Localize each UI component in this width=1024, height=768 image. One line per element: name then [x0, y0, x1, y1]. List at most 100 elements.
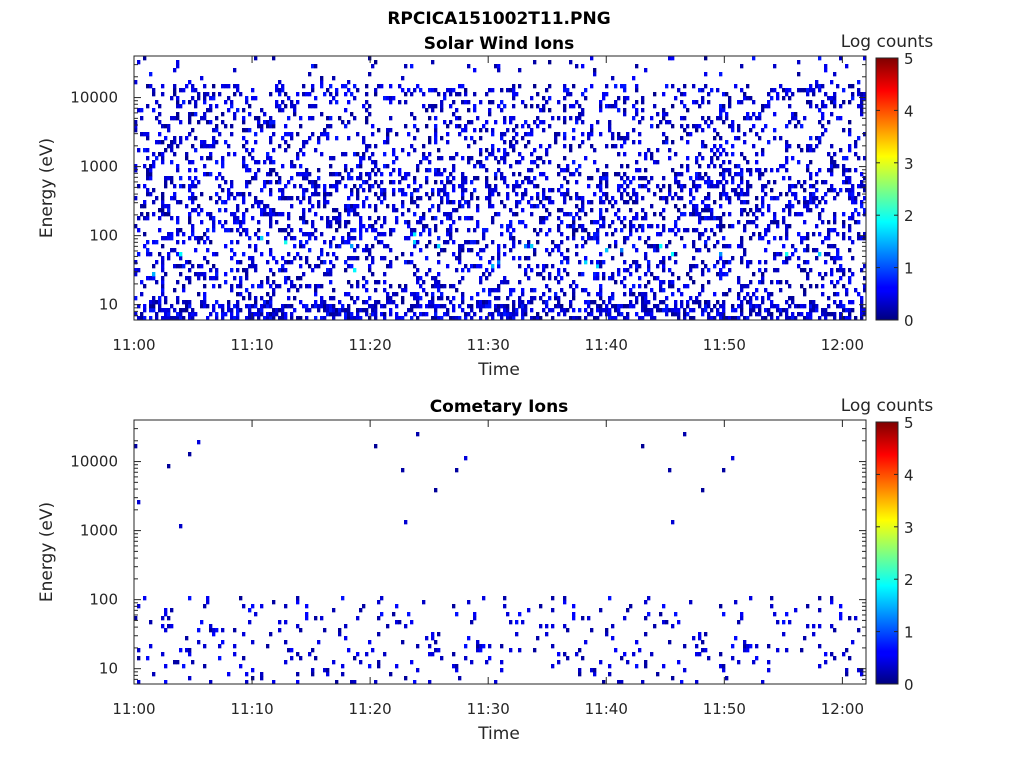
heatmap-cells	[134, 56, 867, 321]
heatmap-cell	[602, 300, 606, 305]
heatmap-cell	[278, 104, 282, 109]
heatmap-cell	[428, 136, 432, 141]
heatmap-cell	[527, 124, 531, 129]
heatmap-cell	[236, 192, 240, 197]
heatmap-cell	[656, 308, 660, 313]
heatmap-cell	[827, 96, 831, 101]
heatmap-cell	[740, 256, 744, 261]
heatmap-cell	[524, 272, 528, 277]
heatmap-cell	[737, 136, 741, 141]
heatmap-cell	[857, 136, 861, 141]
heatmap-cell	[602, 200, 606, 205]
heatmap-cell	[602, 220, 606, 225]
heatmap-cell	[644, 184, 648, 189]
heatmap-cell	[746, 84, 750, 89]
heatmap-cell	[170, 140, 174, 145]
heatmap-cell	[455, 152, 459, 157]
heatmap-cell	[404, 284, 408, 289]
heatmap-cell	[524, 244, 528, 249]
heatmap-cell	[707, 116, 711, 121]
heatmap-cell	[158, 252, 162, 257]
heatmap-cell	[344, 260, 348, 265]
heatmap-cell	[134, 296, 138, 301]
heatmap-cell	[683, 284, 687, 289]
heatmap-cell	[662, 216, 666, 221]
heatmap-cell	[833, 292, 837, 297]
heatmap-cell	[290, 104, 294, 109]
heatmap-cell	[809, 88, 813, 93]
heatmap-cell	[590, 132, 594, 137]
heatmap-cell	[638, 264, 642, 269]
heatmap-cell	[401, 296, 405, 301]
heatmap-cell	[737, 620, 741, 625]
heatmap-cell	[410, 308, 414, 313]
heatmap-cell	[761, 300, 765, 305]
heatmap-cell	[455, 612, 459, 617]
heatmap-cell	[635, 196, 639, 201]
heatmap-cell	[134, 444, 138, 449]
heatmap-cell	[221, 628, 225, 633]
heatmap-cell	[551, 116, 555, 121]
heatmap-cell	[467, 200, 471, 205]
heatmap-cell	[611, 316, 615, 321]
heatmap-cell	[455, 664, 459, 669]
heatmap-cell	[584, 96, 588, 101]
heatmap-cell	[821, 132, 825, 137]
heatmap-cell	[683, 104, 687, 109]
heatmap-cell	[368, 172, 372, 177]
heatmap-cell	[803, 200, 807, 205]
heatmap-cell	[176, 240, 180, 245]
heatmap-cell	[770, 604, 774, 609]
heatmap-cell	[437, 236, 441, 241]
heatmap-cell	[761, 272, 765, 277]
heatmap-cell	[701, 200, 705, 205]
heatmap-cell	[548, 196, 552, 201]
heatmap-cell	[233, 276, 237, 281]
heatmap-cell	[581, 208, 585, 213]
heatmap-cell	[302, 188, 306, 193]
colorbar-tick-label: 3	[904, 155, 914, 173]
heatmap-cell	[851, 212, 855, 217]
heatmap-cell	[806, 276, 810, 281]
heatmap-cell	[395, 132, 399, 137]
heatmap-cell	[575, 192, 579, 197]
heatmap-cell	[146, 84, 150, 89]
heatmap-cell	[473, 140, 477, 145]
heatmap-cell	[638, 648, 642, 653]
heatmap-cell	[452, 220, 456, 225]
heatmap-cell	[509, 120, 513, 125]
heatmap-cell	[689, 212, 693, 217]
heatmap-cell	[707, 268, 711, 273]
heatmap-cell	[215, 124, 219, 129]
heatmap-cell	[536, 116, 540, 121]
heatmap-cell	[800, 648, 804, 653]
heatmap-cell	[320, 252, 324, 257]
heatmap-cell	[302, 84, 306, 89]
heatmap-cell	[350, 680, 354, 685]
heatmap-cell	[617, 108, 621, 113]
heatmap-cell	[722, 244, 726, 249]
heatmap-cell	[776, 252, 780, 257]
heatmap-cell	[545, 248, 549, 253]
heatmap-cell	[497, 248, 501, 253]
heatmap-cell	[236, 260, 240, 265]
heatmap-cell	[779, 84, 783, 89]
heatmap-cell	[821, 312, 825, 317]
heatmap-cell	[320, 152, 324, 157]
heatmap-cell	[218, 132, 222, 137]
heatmap-cell	[833, 656, 837, 661]
heatmap-cell	[539, 144, 543, 149]
heatmap-cell	[257, 228, 261, 233]
heatmap-cell	[620, 680, 624, 685]
heatmap-cell	[323, 300, 327, 305]
heatmap-cell	[299, 164, 303, 169]
heatmap-cell	[734, 192, 738, 197]
heatmap-cell	[674, 224, 678, 229]
heatmap-cell	[509, 88, 513, 93]
heatmap-cell	[365, 120, 369, 125]
heatmap-cell	[836, 84, 840, 89]
heatmap-cell	[197, 240, 201, 245]
heatmap-cell	[500, 172, 504, 177]
heatmap-cell	[788, 304, 792, 309]
heatmap-cell	[242, 632, 246, 637]
